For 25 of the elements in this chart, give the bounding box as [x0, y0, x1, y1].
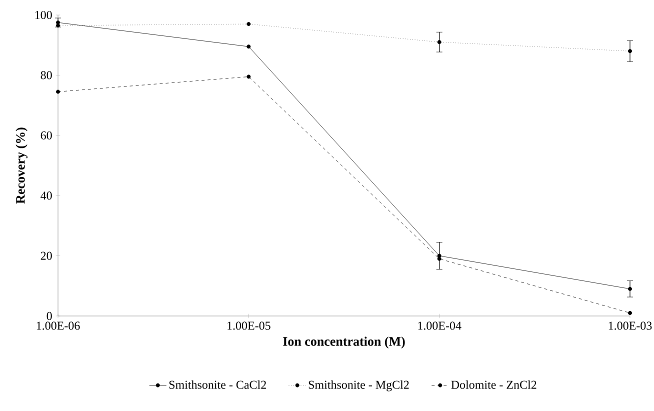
point — [56, 90, 60, 94]
y-tick-label: 20 — [40, 252, 52, 260]
point — [628, 49, 632, 54]
y-tick-label: 60 — [40, 131, 52, 140]
y-axis-title: Recovery (%) — [16, 128, 28, 204]
y-tick-label: 80 — [40, 71, 52, 80]
y-tick-label: 100 — [35, 10, 52, 20]
point — [437, 254, 442, 258]
y-tick-label: 40 — [40, 192, 52, 200]
point — [246, 44, 251, 49]
legend-label: Smithsonite - MgCl2 — [308, 380, 409, 392]
point — [628, 310, 632, 315]
x-tick-label: 1.00E-05 — [228, 322, 270, 330]
point — [437, 256, 442, 261]
point — [437, 40, 442, 44]
x-tick-label: 1.00E-06 — [36, 322, 80, 330]
legend-label: Dolomite - ZnCl2 — [451, 380, 536, 389]
x-tick-label: 1.00E-03 — [608, 322, 652, 330]
x-tick-label: 1.00E-04 — [418, 322, 462, 330]
y-tick-label: 0 — [46, 312, 52, 320]
point — [246, 22, 251, 26]
point — [246, 74, 251, 79]
point — [628, 286, 632, 291]
x-axis-title: Ion concentration (M) — [283, 336, 405, 348]
legend-label: Smithsonite - CaCl2 — [169, 380, 266, 389]
